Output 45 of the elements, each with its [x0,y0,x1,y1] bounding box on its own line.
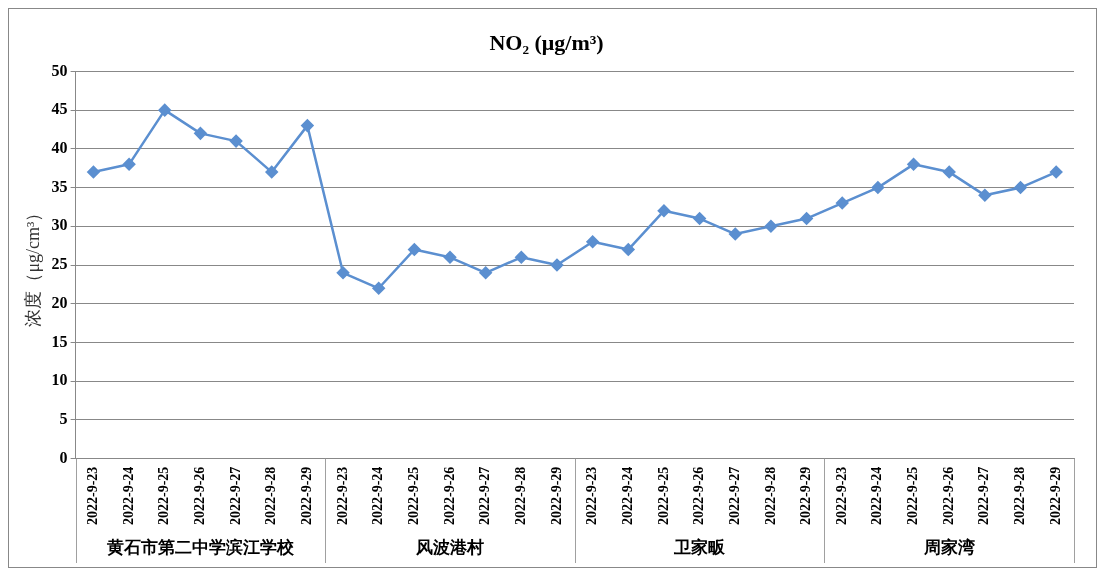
x-tick-label: 2022-9-23 [334,466,350,525]
y-tick-label: 20 [51,293,68,311]
x-tick-label: 2022-9-26 [691,466,707,525]
x-tick-label: 2022-9-24 [869,466,885,525]
x-tick-label: 2022-9-27 [726,466,742,525]
x-tick-label: 2022-9-24 [619,466,635,525]
text: 风波港村 [415,538,484,558]
x-tick-label: 2022-9-25 [905,466,921,525]
x-tick-label: 2022-9-27 [227,466,243,525]
x-tick-label: 2022-9-24 [120,466,136,525]
x-tick-label: 2022-9-28 [263,466,279,525]
y-tick-label: 0 [59,448,68,466]
x-tick-label: 2022-9-29 [798,466,814,525]
text: 黄石市第二中学滨江学校 [105,538,295,558]
x-tick-label: 2022-9-29 [1047,466,1063,525]
y-tick-label: 25 [51,255,68,273]
text: 周家湾 [922,538,975,558]
x-tick-label: 2022-9-26 [192,466,208,525]
y-tick-label: 5 [59,410,68,428]
y-tick-label: 45 [51,100,68,118]
x-tick-label: 2022-9-26 [441,466,457,525]
x-tick-label: 2022-9-29 [548,466,564,525]
text: 卫家畈 [673,538,727,558]
x-tick-label: 2022-9-29 [298,466,314,525]
x-tick-label: 2022-9-26 [940,466,956,525]
y-tick-label: 15 [51,332,68,350]
x-tick-label: 2022-9-23 [584,466,600,525]
x-tick-label: 2022-9-25 [655,466,671,525]
chart-title: NO₂ (μg/m³) [489,29,604,55]
x-tick-label: 2022-9-28 [762,466,778,525]
x-tick-label: 2022-9-28 [1012,466,1028,525]
y-tick-label: 40 [51,139,68,156]
x-tick-label: 2022-9-27 [477,466,493,525]
x-tick-label: 2022-9-24 [370,466,386,525]
x-tick-label: 2022-9-25 [405,466,421,525]
y-tick-label: 30 [51,216,68,234]
y-tick-label: 10 [51,371,68,389]
x-tick-label: 2022-9-23 [833,466,849,525]
x-tick-label: 2022-9-27 [976,466,992,525]
x-tick-label: 2022-9-28 [512,466,528,525]
y-tick-label: 50 [51,61,68,79]
x-tick-label: 2022-9-23 [85,466,101,525]
x-tick-label: 2022-9-25 [156,466,172,525]
y-tick-label: 35 [51,177,68,195]
y-axis-title: 浓度（μg/cm³） [22,203,43,327]
